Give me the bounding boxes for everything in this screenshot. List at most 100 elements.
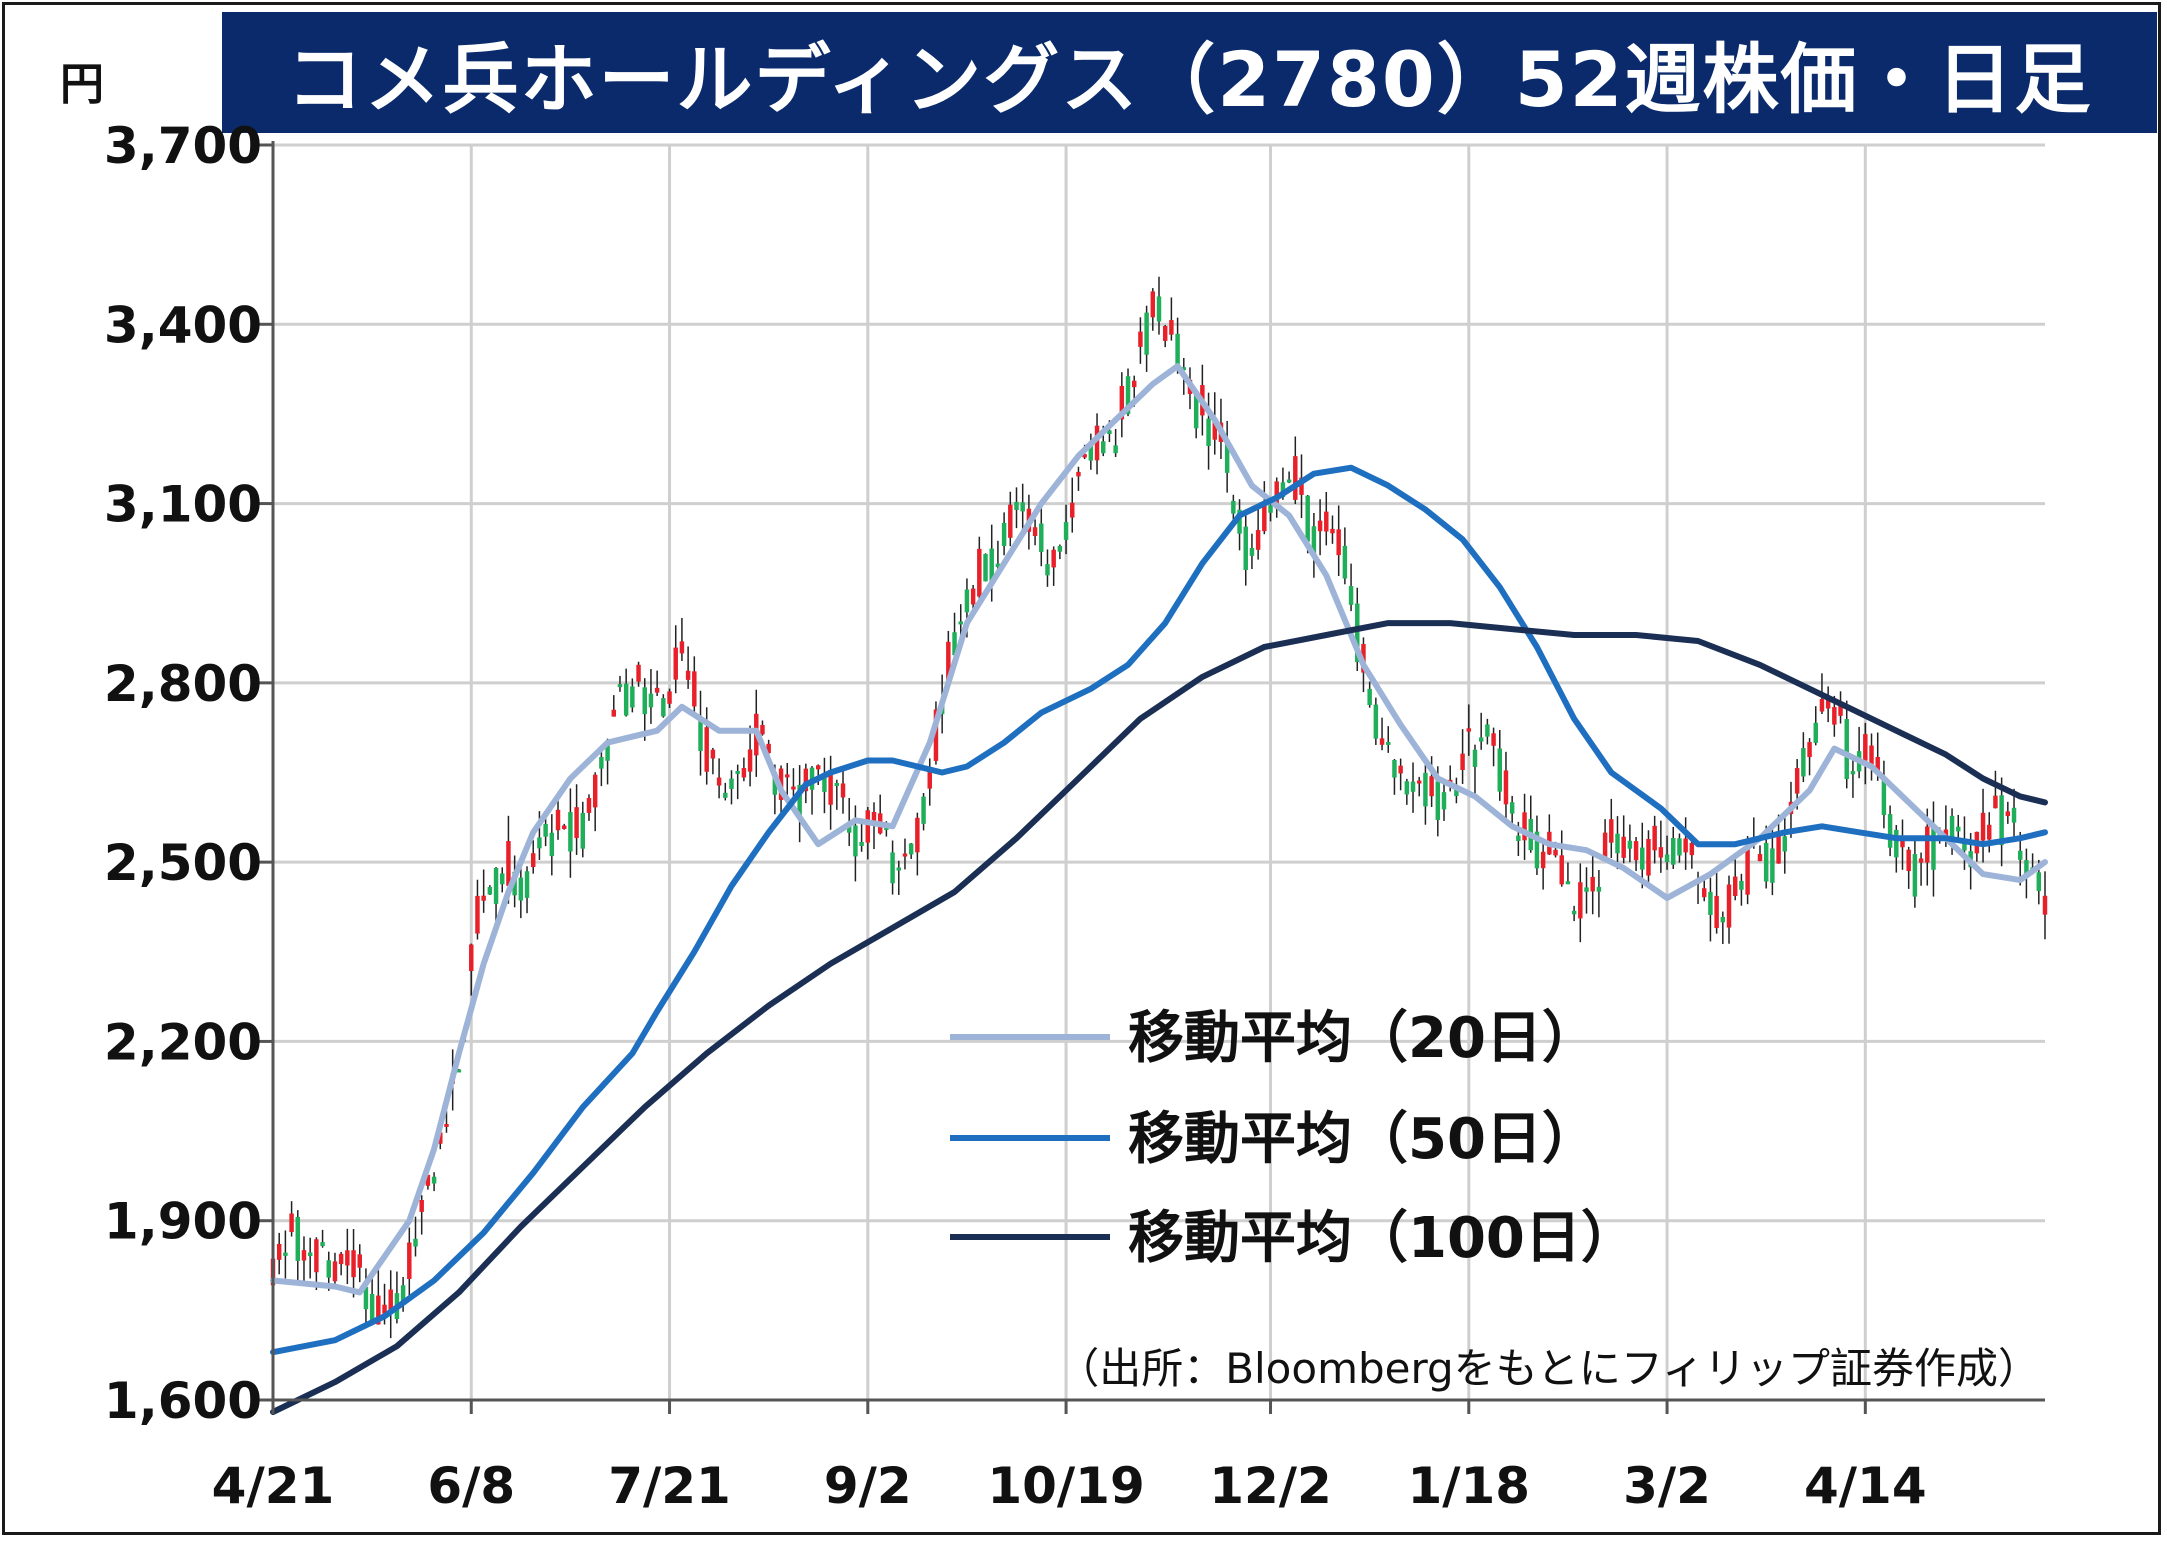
candle-down [1770,848,1775,883]
axes [271,141,2045,1402]
candle-down [1441,792,1447,810]
candle-down [952,632,957,656]
candle-down [1565,881,1571,885]
candle-up [1008,504,1013,538]
candle-down [1249,547,1255,556]
candle-up [865,810,871,843]
candle-up [382,1304,387,1314]
candle-down [630,686,635,708]
candle-down [307,1252,313,1257]
candle-up [530,853,536,868]
candle-down [549,832,555,857]
x-tick-label: 3/2 [1623,1457,1711,1515]
candle-up [977,548,982,597]
candle-down [1020,502,1025,512]
candle-up [1336,529,1341,556]
candle-up [574,807,579,839]
candle-down [1113,445,1118,454]
candle-up [1212,418,1217,440]
y-tick-label: 1,900 [104,1193,262,1251]
candle-up [1491,733,1496,746]
candle-up [1330,528,1335,534]
candle-down [617,684,623,688]
candle-down [1956,826,1961,832]
candle-down [896,867,902,871]
candle-down [1373,704,1379,739]
candle-down [1410,781,1416,792]
candle-down [908,843,914,855]
candle-down [1664,854,1670,862]
candle-down [1088,445,1094,461]
candle-down [1584,887,1589,892]
candle-down [363,1286,369,1310]
candle-down [1844,719,1849,780]
candle-up [667,691,672,704]
candle-down [995,563,1001,568]
candle-up [741,768,747,778]
candle-up [1082,454,1087,458]
candle-up [1317,520,1323,532]
candle-up [1150,291,1156,318]
x-tick-label: 6/8 [427,1457,515,1515]
candle-up [1987,824,1992,840]
y-tick-label: 2,500 [104,834,262,892]
candle-down [1206,418,1211,446]
candle-up [1522,812,1527,841]
x-tick-label: 4/14 [1804,1457,1927,1515]
candle-down [1708,891,1713,915]
candle-down [524,871,530,898]
candle-up [1819,699,1825,712]
candle-up [716,777,722,786]
moving-average-lines [270,363,2048,1415]
candle-down [834,782,840,787]
title-bar: コメ兵ホールディングス（2780）52週株価・日足 [222,12,2157,133]
candle-down [1144,312,1149,355]
candle-up [1633,841,1639,861]
candle-down [413,1238,418,1247]
candle-down [1268,505,1273,513]
candle-up [704,727,709,772]
candle-down [326,1260,331,1278]
candle-up [1863,734,1868,761]
candle-down [964,589,970,613]
candle-up [1609,819,1614,843]
candle-down [1472,749,1478,767]
candle-up [927,769,932,789]
candle-up [357,1254,362,1268]
candle-up [592,774,598,808]
candle-down [1894,829,1899,858]
candle-down [2017,850,2023,860]
candle-up [561,825,567,829]
candle-down [1386,741,1391,745]
candle-down [568,812,573,852]
candle-up [506,841,511,886]
candle-down [400,1285,406,1303]
source-note: （出所：Bloombergをもとにフィリップ証券作成） [1057,1344,2040,1393]
candle-down [989,548,994,583]
candle-down [1850,771,1856,775]
y-tick-label: 3,400 [104,296,262,354]
candle-up [301,1250,307,1261]
legend-label-ma100: 移動平均（100日） [1128,1206,1637,1271]
x-tick-label: 1/18 [1407,1457,1530,1515]
candle-up [1714,895,1719,929]
candle-up [803,768,809,792]
candle-down [518,877,524,901]
candle-down [1782,836,1788,852]
candle-up [1138,331,1143,347]
candle-up [1602,832,1608,857]
candle-down [1231,500,1236,514]
candle-down [1454,789,1459,797]
candle-down [2036,872,2042,892]
candle-down [1286,479,1292,483]
candle-up [1578,882,1583,919]
candle-up [1726,884,1732,928]
candle-up [1993,795,1998,809]
x-tick-label: 7/21 [608,1457,731,1515]
candle-up [1070,502,1075,518]
candle-up [1076,471,1081,477]
legend-label-ma50: 移動平均（50日） [1128,1107,1598,1172]
candle-up [1683,838,1688,853]
candle-up [444,1123,449,1127]
candle-up [1051,549,1056,568]
